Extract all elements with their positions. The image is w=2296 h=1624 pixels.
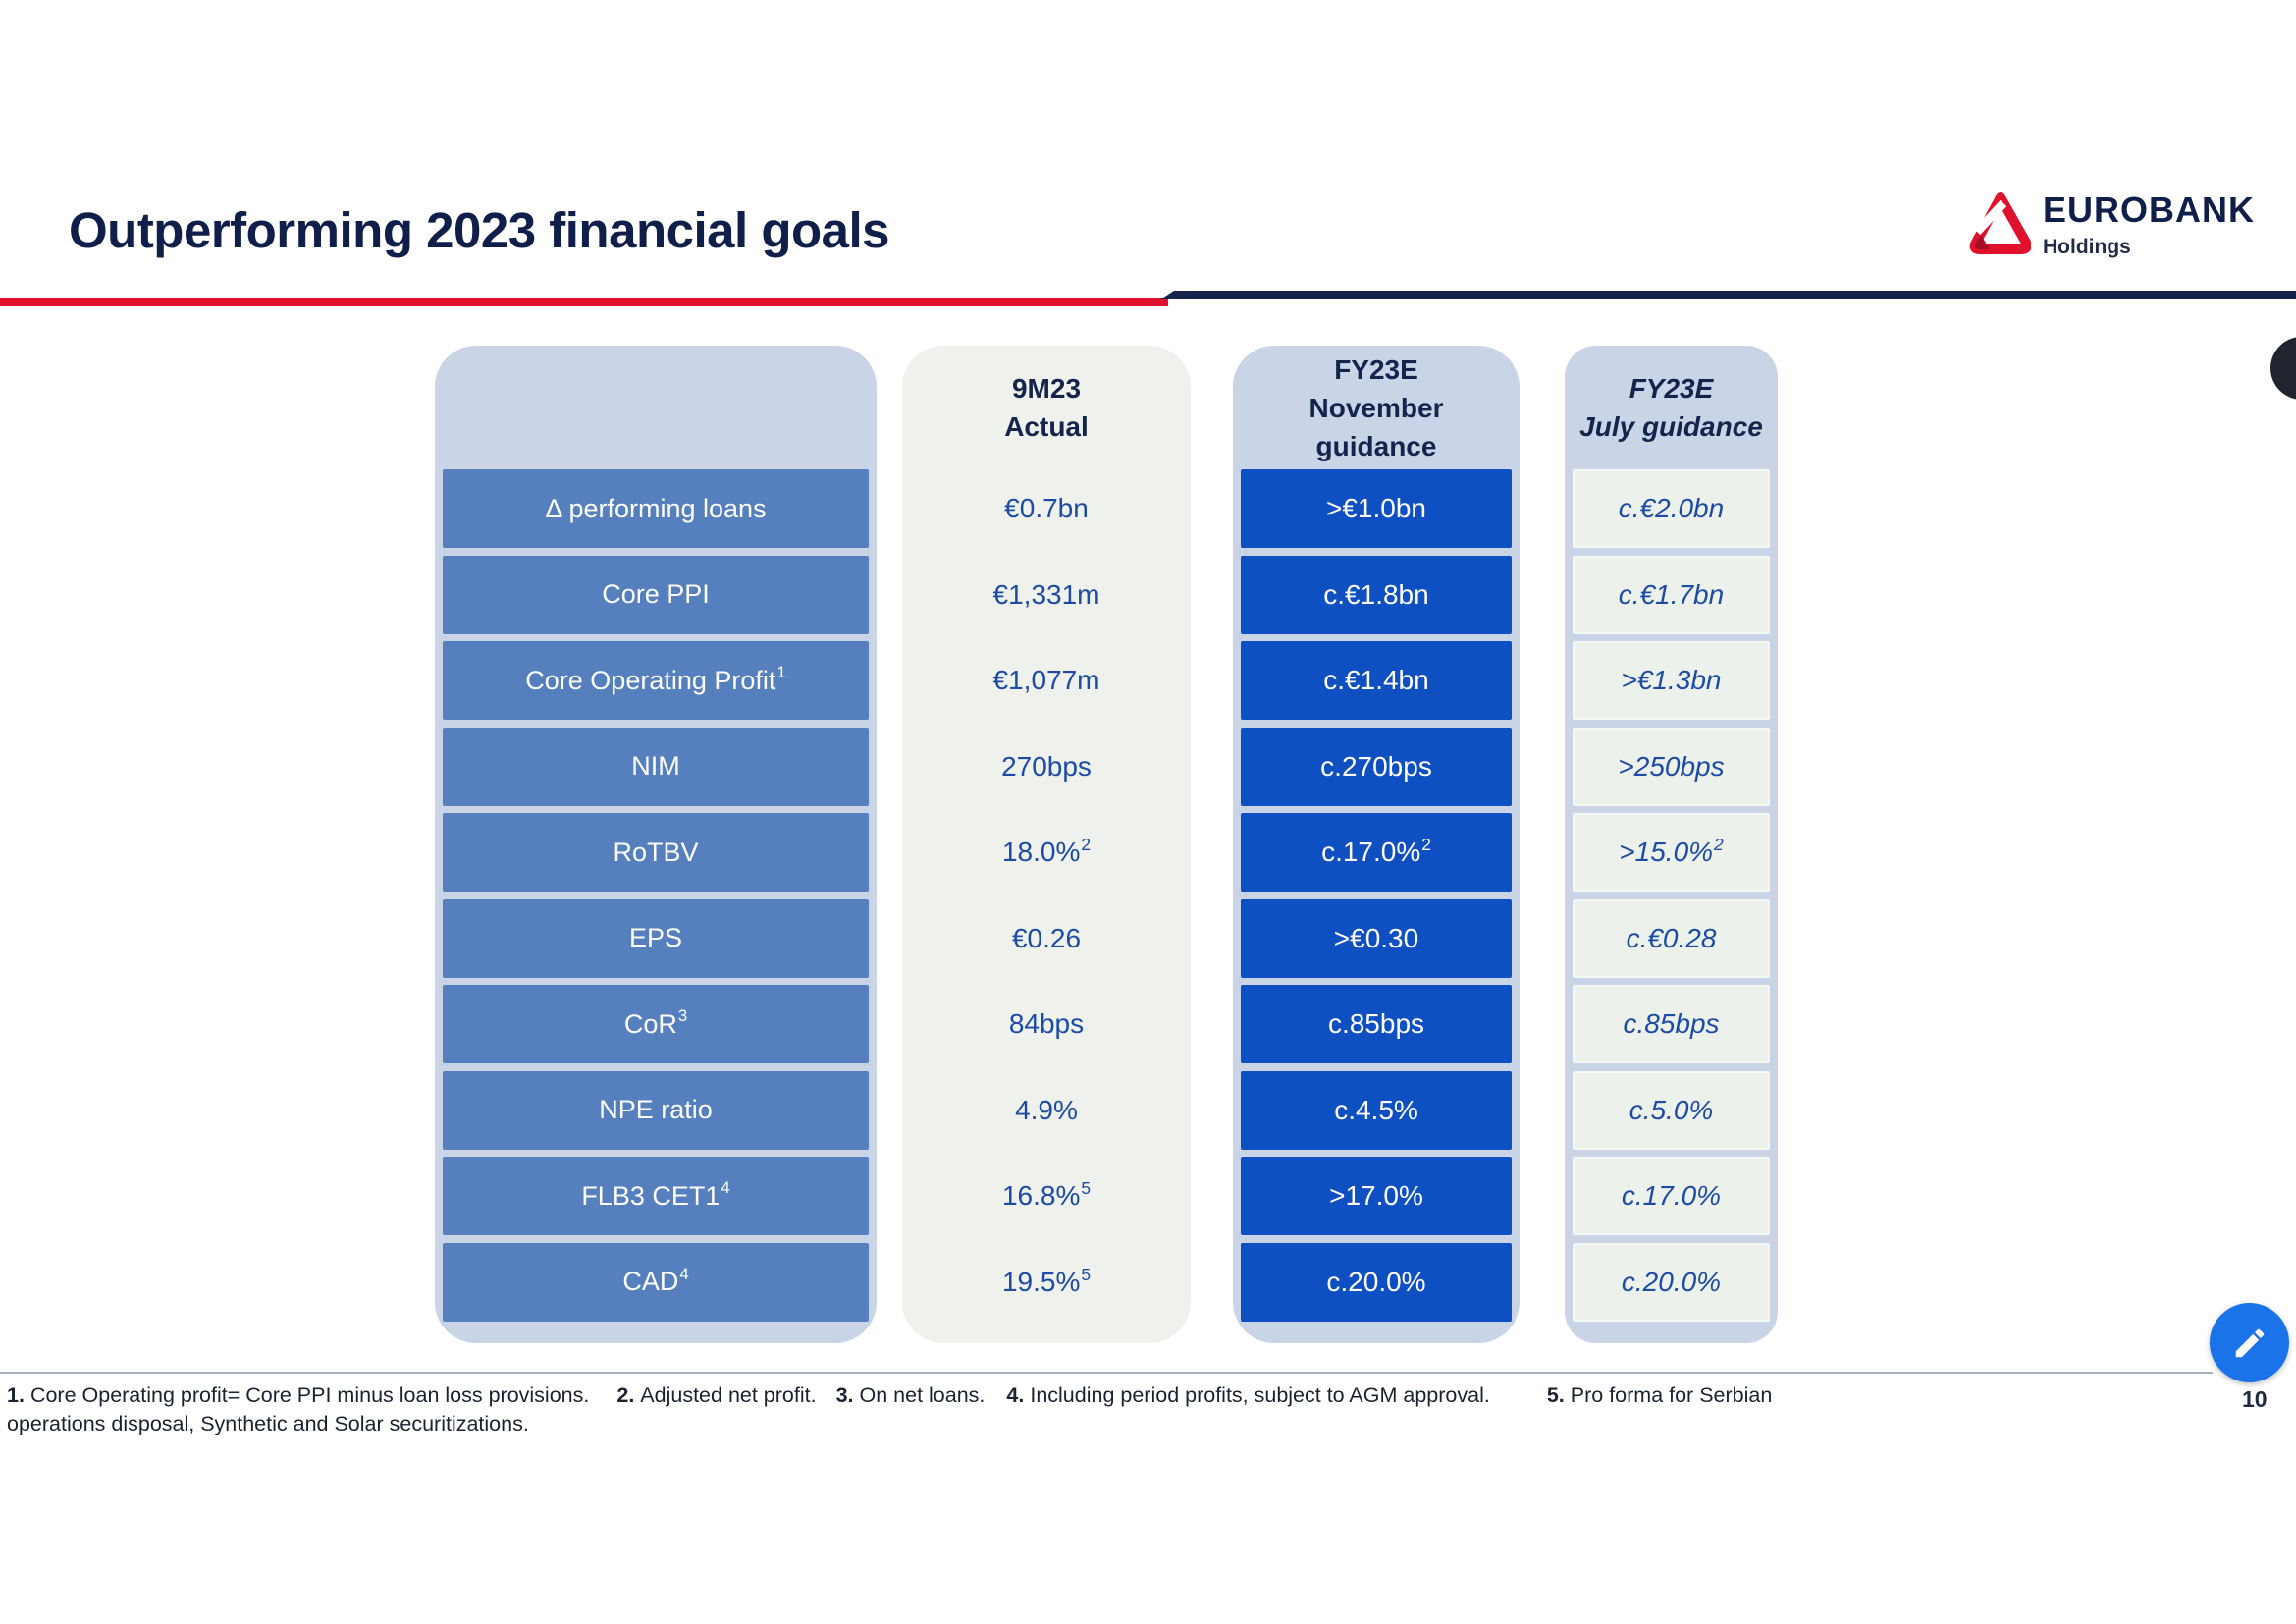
edit-button[interactable] [2210, 1303, 2289, 1382]
july-guidance-cell: c.85bps [1573, 985, 1770, 1063]
header-line: guidance [1315, 430, 1437, 461]
july-guidance-cell: >15.0% 2 [1573, 813, 1770, 892]
logo-brand-text: EUROBANK [2043, 189, 2256, 230]
page-number: 10 [2242, 1386, 2268, 1412]
november-guidance-cell: >17.0% [1241, 1157, 1512, 1235]
footnote-item: 2. Adjusted net profit. [616, 1383, 817, 1407]
july-guidance-cell: c.€1.7bn [1573, 555, 1770, 634]
july-cells: c.€2.0bn c.€1.7bn >€1.3bn >250bps >15.0% 2 c.€… [1573, 469, 1770, 1322]
actual-value-cell: €0.7bn [1004, 493, 1089, 523]
pencil-icon [2235, 1328, 2264, 1357]
november-column-header: FY23E November guidance [1233, 346, 1520, 469]
july-guidance-cell: c.17.0% [1573, 1157, 1770, 1235]
actual-cells: €0.7bn €1,331m €1,077m 270bps 18.0% 2 €0.26 84b… [910, 469, 1183, 1322]
november-guidance-cell: c.4.5% [1241, 1070, 1512, 1150]
eurobank-logo: EUROBANK Holdings [1968, 190, 2255, 259]
metric-label-cell: Core Operating Profit 1 [443, 641, 869, 720]
actual-value-cell: €0.26 [1011, 922, 1082, 953]
november-guidance-cell: c.€1.8bn [1241, 555, 1512, 634]
july-guidance-cell: c.5.0% [1573, 1070, 1770, 1150]
header-line: July guidance [1579, 411, 1763, 442]
july-guidance-cell: >250bps [1573, 727, 1770, 806]
metric-label-cell: NIM [443, 727, 869, 806]
metric-label-cell: Δ performing loans [443, 469, 869, 548]
july-column-header: FY23E July guidance [1565, 346, 1778, 469]
november-guidance-cell: >€1.0bn [1241, 469, 1512, 548]
footnote-line-2: operations disposal, Synthetic and Solar… [7, 1412, 529, 1435]
header-line: November [1308, 392, 1444, 423]
actual-value-cell: 84bps [1008, 1008, 1085, 1039]
logo-text: EUROBANK Holdings [2043, 190, 2255, 259]
july-guidance-cell: c.20.0% [1573, 1242, 1770, 1322]
november-guidance-cell: >€0.30 [1241, 898, 1512, 978]
title-underline-red [0, 298, 1168, 306]
july-guidance-cell: c.€0.28 [1573, 898, 1770, 978]
july-guidance-cell: >€1.3bn [1573, 641, 1770, 720]
actual-value-cell: 19.5% 5 [1001, 1264, 1092, 1297]
footnote-item: 4. Including period profits, subject to A… [1006, 1383, 1490, 1407]
label-cells: Δ performing loans Core PPI Core Operating… [443, 469, 869, 1322]
november-guidance-cell: c.20.0% [1241, 1242, 1512, 1322]
actual-value-cell: €1,077m [992, 665, 1100, 695]
metric-label-column: Δ performing loans Core PPI Core Operating… [435, 346, 877, 1343]
july-guidance-cell: c.€2.0bn [1573, 469, 1770, 548]
title-underline-navy [1160, 291, 2296, 299]
july-guidance-column: FY23E July guidance c.€2.0bn c.€1.7bn >€1.… [1565, 346, 1778, 1343]
november-cells: >€1.0bn c.€1.8bn c.€1.4bn c.270bps c.17.0% 2 >… [1241, 469, 1512, 1322]
actual-column: 9M23 Actual €0.7bn €1,331m €1,077m 270bps 18… [902, 346, 1191, 1343]
page-title: Outperforming 2023 financial goals [69, 202, 890, 258]
november-guidance-cell: c.17.0% 2 [1241, 813, 1512, 892]
header-line: FY23E [1629, 373, 1714, 404]
actual-value-cell: 4.9% [1015, 1094, 1078, 1125]
metric-label-cell: CAD 4 [443, 1242, 869, 1322]
metric-label-cell: RoTBV [443, 813, 869, 892]
actual-value-cell: 18.0% 2 [1001, 835, 1092, 867]
november-guidance-column: FY23E November guidance >€1.0bn c.€1.8bn c… [1233, 346, 1520, 1343]
header-line: Actual [1004, 411, 1089, 442]
eurobank-triangle-logo-icon [1969, 192, 2031, 254]
actual-column-header: 9M23 Actual [902, 346, 1191, 469]
november-guidance-cell: c.€1.4bn [1241, 641, 1512, 720]
footnote-item: 5. Pro forma for Serbian [1546, 1383, 1773, 1407]
actual-value-cell: 16.8% 5 [1001, 1178, 1092, 1211]
header-line: FY23E [1334, 353, 1418, 385]
november-guidance-cell: c.85bps [1241, 985, 1512, 1063]
actual-value-cell: €1,331m [992, 578, 1100, 610]
edge-overlay-button[interactable] [2270, 337, 2296, 400]
metric-label-cell: FLB3 CET1 4 [443, 1157, 869, 1235]
footnotes: 1. Core Operating profit= Core PPI minus … [7, 1381, 2166, 1438]
footnote-separator [0, 1372, 2213, 1374]
footnote-line-1: 1. Core Operating profit= Core PPI minus … [7, 1381, 2166, 1410]
footnote-item: 1. Core Operating profit= Core PPI minus … [7, 1383, 590, 1407]
metric-label-cell: CoR 3 [443, 985, 869, 1063]
logo-sub-text: Holdings [2043, 236, 2131, 258]
header-line: 9M23 [1011, 373, 1082, 404]
november-guidance-cell: c.270bps [1241, 727, 1512, 806]
metric-label-cell: NPE ratio [443, 1070, 869, 1150]
label-column-header [435, 346, 877, 469]
metric-label-cell: EPS [443, 898, 869, 978]
footnote-item: 3. On net loans. [835, 1383, 986, 1407]
metric-label-cell: Core PPI [443, 555, 869, 634]
actual-value-cell: 270bps [1001, 750, 1092, 782]
